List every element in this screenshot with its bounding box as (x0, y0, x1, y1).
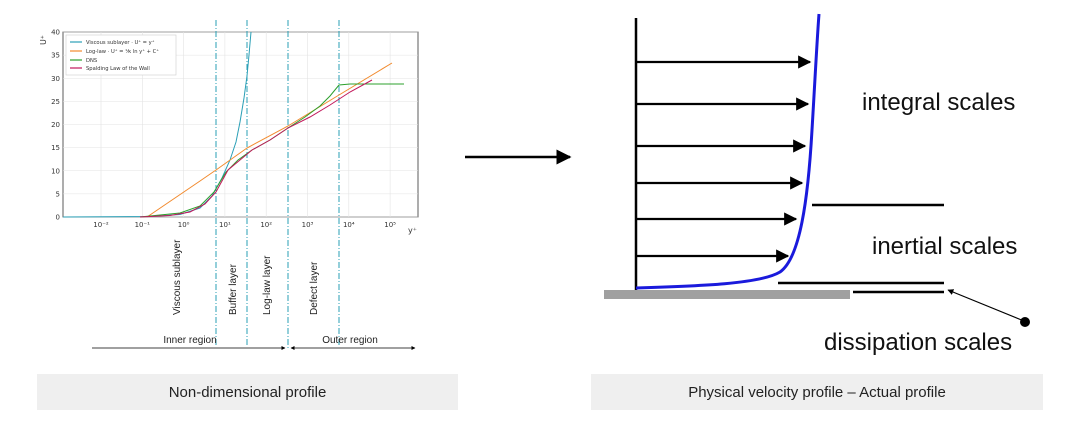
physical-profile: integral scales inertial scales dissipat… (604, 13, 1030, 356)
x-tick-label: 10⁻¹ (135, 221, 151, 229)
velocity-profile-curve (635, 13, 821, 290)
inner-region-label: Inner region (163, 335, 216, 346)
x-ticks: 10⁻² 10⁻¹ 10⁰ 10¹ 10² 10³ 10⁴ 10⁵ (93, 221, 396, 229)
x-tick-label: 10⁴ (343, 221, 355, 229)
legend-box (65, 34, 177, 76)
x-tick-label: 10⁰ (178, 221, 190, 229)
x-tick-label: 10¹ (219, 221, 231, 229)
x-tick-label: 10³ (302, 221, 314, 229)
velocity-arrows (636, 55, 812, 263)
outer-region-label: Outer region (322, 335, 378, 346)
caption-right-text: Physical velocity profile – Actual profi… (688, 383, 946, 401)
y-axis-label: U⁺ (39, 35, 48, 45)
y-tick-label: 25 (51, 98, 60, 106)
legend-label-spalding: Spalding Law of the Wall (86, 66, 150, 72)
x-tick-label: 10⁻² (93, 221, 109, 229)
y-tick-label: 15 (51, 144, 60, 152)
x-tick-label: 10⁵ (384, 221, 396, 229)
log-law-curve (146, 62, 393, 218)
legend: Viscous sublayer · U⁺ = y⁺ Log-law · U⁺ … (65, 34, 177, 76)
dissipation-pointer (947, 289, 1025, 322)
caption-left: Non-dimensional profile (37, 374, 458, 410)
y-tick-label: 40 (51, 29, 60, 37)
y-ticks: 0 5 10 15 20 25 30 35 40 (51, 29, 60, 222)
spalding-curve (139, 79, 373, 218)
legend-label-loglaw: Log-law · U⁺ = ¹⁄κ ln y⁺ + C⁺ (86, 49, 159, 55)
y-tick-label: 5 (56, 190, 60, 198)
layer-viscous-sublayer: Viscous sublayer (172, 239, 183, 315)
legend-label-viscous: Viscous sublayer · U⁺ = y⁺ (86, 40, 155, 46)
region-boundaries (215, 20, 340, 350)
y-tick-label: 10 (51, 167, 60, 175)
y-tick-label: 20 (51, 121, 60, 129)
y-tick-label: 0 (56, 214, 60, 222)
layer-defect: Defect layer (309, 261, 320, 315)
x-tick-label: 10² (260, 221, 272, 229)
legend-label-dns: DNS (86, 58, 97, 64)
caption-left-text: Non-dimensional profile (168, 383, 327, 401)
layer-buffer: Buffer layer (228, 263, 239, 315)
x-axis-label: y⁺ (408, 226, 417, 235)
caption-right: Physical velocity profile – Actual profi… (591, 374, 1043, 410)
wall (604, 290, 850, 299)
dissipation-scales-label: dissipation scales (824, 329, 1012, 356)
y-tick-label: 30 (51, 75, 60, 83)
layer-labels: Viscous sublayer Buffer layer Log-law la… (172, 239, 320, 315)
layer-log-law: Log-law layer (262, 255, 273, 315)
dissipation-pointer-dot (1020, 317, 1030, 327)
y-tick-label: 35 (51, 52, 60, 60)
plot: 0 5 10 15 20 25 30 35 40 10⁻² 10⁻¹ 10⁰ 10¹ 10² 10³ 10⁴… (39, 20, 419, 350)
integral-scales-label: integral scales (862, 89, 1015, 116)
inertial-scales-label: inertial scales (872, 233, 1017, 260)
